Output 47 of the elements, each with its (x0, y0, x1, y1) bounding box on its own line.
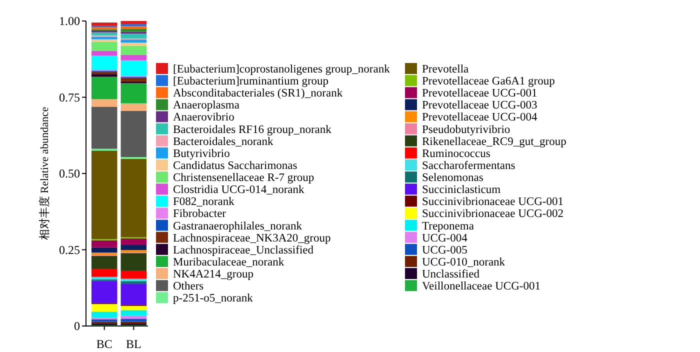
legend-label: Succinivibrionaceae UCG-001 (422, 196, 564, 208)
legend-label: Lachnospiraceae_Unclassified (173, 244, 314, 256)
legend-label: Candidatus Saccharimonas (173, 160, 298, 172)
legend-label: p-251-o5_norank (173, 292, 254, 305)
legend-label: Butyrivibrio (173, 148, 230, 160)
y-tick-label: 0.25 (59, 242, 80, 257)
legend-label: Gastranaerophilales_norank (173, 220, 302, 232)
legend-label: Succiniclasticum (422, 184, 501, 196)
legend-label: Bacteroidales RF16 group_norank (173, 124, 332, 136)
legend-label: Anaeroplasma (173, 100, 240, 112)
legend-label: Treponema (422, 220, 474, 232)
legend-label: Lachnospiraceae_NK3A20_group (173, 232, 331, 244)
legend-label: [Eubacterium]ruminantium group (173, 76, 329, 88)
legend-label: Saccharofermentans (422, 160, 516, 172)
legend-label: Muribaculaceae_norank (173, 256, 284, 268)
legend-label: Absconditabacteriales (SR1)_norank (173, 88, 343, 100)
legend-label: Others (173, 280, 204, 293)
legend-label: Prevotellaceae UCG-001 (422, 88, 538, 100)
legend-label: Prevotellaceae UCG-003 (422, 100, 538, 112)
y-tick-label: 1.00 (59, 14, 80, 28)
y-tick-label: 0.75 (59, 90, 80, 104)
legend-label: Bacteroidales_norank (173, 136, 274, 148)
legend-label: Clostridia UCG-014_norank (173, 184, 305, 196)
x-tick-label: BL (126, 337, 142, 351)
y-tick-label: 0 (74, 319, 80, 334)
legend-label: Succinivibrionaceae UCG-002 (422, 208, 564, 220)
legend-label: UCG-004 (422, 232, 468, 244)
legend-label: Christensenellaceae R-7 group (173, 172, 314, 184)
legend-label: [Eubacterium]coprostanoligenes group_norank (173, 64, 390, 76)
legend-label: Veillonellaceae UCG-001 (422, 280, 541, 293)
legend-label: Fibrobacter (173, 208, 226, 220)
legend-label: Prevotellaceae Ga6A1 group (422, 76, 556, 88)
legend-label: Prevotella (422, 64, 469, 76)
legend-label: UCG-005 (422, 244, 468, 256)
legend-label: F082_norank (173, 196, 235, 208)
legend-label: Rikenellaceae_RC9_gut_group (422, 136, 567, 148)
legend-label: Unclassified (422, 268, 480, 281)
legend-label: Selenomonas (422, 172, 484, 184)
legend-label: UCG-010_norank (422, 256, 506, 268)
y-axis-title: 相对丰度 Relative abundance (38, 106, 51, 240)
x-tick-label: BC (96, 337, 112, 351)
legend-label: NK4A214_group (173, 268, 254, 281)
legend-label: Pseudobutyrivibrio (422, 124, 510, 136)
legend-label: Ruminococcus (422, 148, 491, 160)
legend-label: Prevotellaceae UCG-004 (422, 112, 538, 124)
legend-label: Anaerovibrio (173, 112, 235, 124)
y-tick-label: 0.50 (59, 166, 80, 181)
